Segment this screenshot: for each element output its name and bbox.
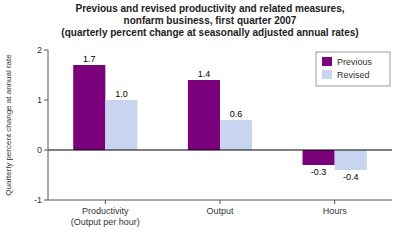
y-tick xyxy=(44,50,48,51)
bar xyxy=(105,100,137,150)
y-tick-label: 2 xyxy=(37,45,42,55)
x-tick-label: Output xyxy=(206,206,234,216)
bar xyxy=(335,150,367,170)
y-axis-label: Quarterly percent change at annual rate xyxy=(4,54,13,196)
x-tick-label: Productivity(Output per hour) xyxy=(71,206,140,227)
x-tick-label: Hours xyxy=(323,206,348,216)
x-tick xyxy=(220,200,221,204)
y-tick-label: 0 xyxy=(37,145,42,155)
x-tick xyxy=(334,200,335,204)
y-tick xyxy=(44,100,48,101)
bar xyxy=(303,150,335,165)
data-label: 0.6 xyxy=(230,109,243,119)
legend-label: Revised xyxy=(337,70,370,80)
legend-swatch xyxy=(322,70,332,79)
zero-line xyxy=(48,150,392,151)
bar xyxy=(188,80,220,150)
x-tick xyxy=(105,200,106,204)
y-tick-label: -1 xyxy=(34,195,42,205)
data-label: 1.7 xyxy=(83,54,96,64)
legend: Previous Revised xyxy=(316,52,390,86)
legend-label: Previous xyxy=(337,57,373,67)
y-tick-label: 1 xyxy=(37,95,42,105)
y-tick xyxy=(44,200,48,201)
title: Previous and revised productivity and re… xyxy=(61,3,358,38)
data-label: -0.3 xyxy=(311,167,327,177)
data-label: 1.0 xyxy=(115,89,128,99)
legend-swatch xyxy=(322,57,332,66)
bar xyxy=(73,65,105,150)
y-tick xyxy=(44,150,48,151)
chart-container: Previous and revised productivity and re… xyxy=(0,0,401,238)
legend-frame xyxy=(316,52,390,86)
y-axis-line xyxy=(48,50,49,200)
data-label: 1.4 xyxy=(198,69,211,79)
bar xyxy=(220,120,252,150)
data-label: -0.4 xyxy=(343,172,359,182)
chart: Previous and revised productivity and re… xyxy=(0,0,401,238)
